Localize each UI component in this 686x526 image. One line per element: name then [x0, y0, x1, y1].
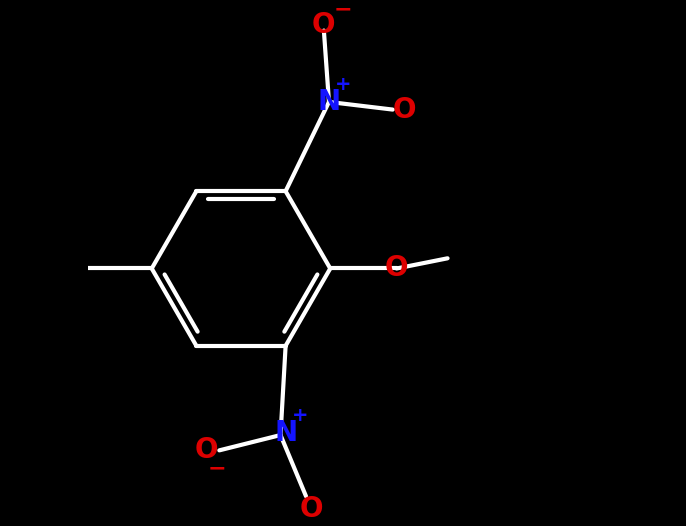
Text: O: O	[385, 255, 408, 282]
Text: −: −	[334, 0, 353, 19]
Text: N: N	[274, 419, 297, 447]
Text: +: +	[292, 406, 308, 425]
Text: −: −	[208, 458, 226, 478]
Text: O: O	[312, 12, 335, 39]
Text: +: +	[335, 75, 351, 94]
Text: O: O	[194, 437, 217, 464]
Text: O: O	[299, 495, 323, 523]
Text: O: O	[392, 96, 416, 124]
Text: N: N	[318, 88, 340, 116]
